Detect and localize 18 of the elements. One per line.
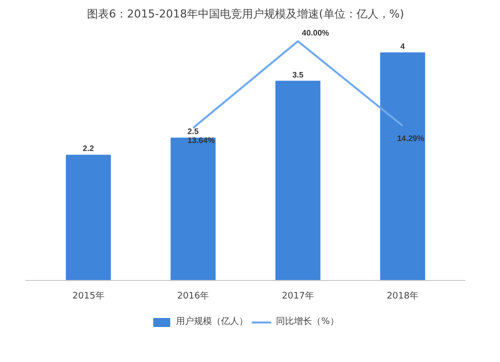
data-label: 14.29% [397, 134, 424, 143]
x-tick-label: 2015年 [72, 290, 104, 302]
x-tick-label: 2017年 [282, 290, 314, 302]
data-label: 13.64% [188, 136, 215, 145]
data-label: 40.00% [302, 28, 330, 38]
x-tick-label: 2018年 [386, 290, 419, 302]
bar [380, 52, 426, 281]
bar [275, 80, 320, 281]
x-tick-label: 2016年 [177, 290, 210, 302]
data-label: 2.5 [188, 127, 200, 136]
chart-title: 图表6：2015-2018年中国电竞用户规模及增速(单位：亿人，%) [87, 8, 404, 20]
bar [170, 138, 216, 281]
data-label: 2.2 [82, 144, 94, 154]
legend-label: 用户规模（亿人） [176, 316, 248, 328]
data-label: 3.5 [292, 70, 304, 80]
bar [66, 154, 111, 281]
data-label: 4 [400, 42, 406, 51]
legend-label: 同比增长（%） [276, 316, 339, 328]
